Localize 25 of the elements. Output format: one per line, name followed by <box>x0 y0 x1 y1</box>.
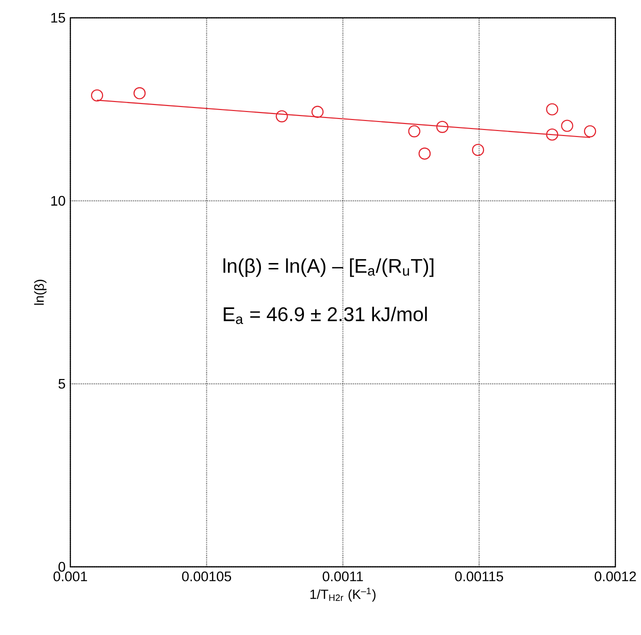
point <box>276 110 288 122</box>
x-tick-label: 0.0012 <box>594 571 636 582</box>
annotation: E$_{a}$ = 46.9 ± 2.31 kJ/mol <box>224 306 427 324</box>
point <box>546 128 558 141</box>
point <box>584 125 596 138</box>
x-tick-label: 0.0011 <box>322 571 363 582</box>
x-tick-label: 0.00115 <box>455 571 504 582</box>
point <box>472 144 484 156</box>
x-tick-label: 0.001 <box>54 571 88 582</box>
point <box>90 89 104 102</box>
point <box>546 103 558 116</box>
y-axis-title: ln(β) <box>34 280 46 305</box>
x-tick-label: 0.00105 <box>182 571 232 582</box>
point <box>311 106 324 118</box>
point <box>561 120 574 132</box>
annotation: ln(β) = ln(A) – [E$_{a}$/(R$_{u}$T)] <box>224 258 434 277</box>
y-tick-label: 5 <box>58 378 66 389</box>
point <box>408 125 420 138</box>
point <box>133 87 146 100</box>
y-tick-label: 15 <box>51 12 66 23</box>
y-tick-label: 10 <box>51 196 66 206</box>
point <box>418 147 431 160</box>
x-axis-title: 1/T$_{H2r}$ (K$^{–1}$) <box>310 588 376 602</box>
y-tick-label: 0 <box>58 562 66 572</box>
point <box>436 120 448 133</box>
